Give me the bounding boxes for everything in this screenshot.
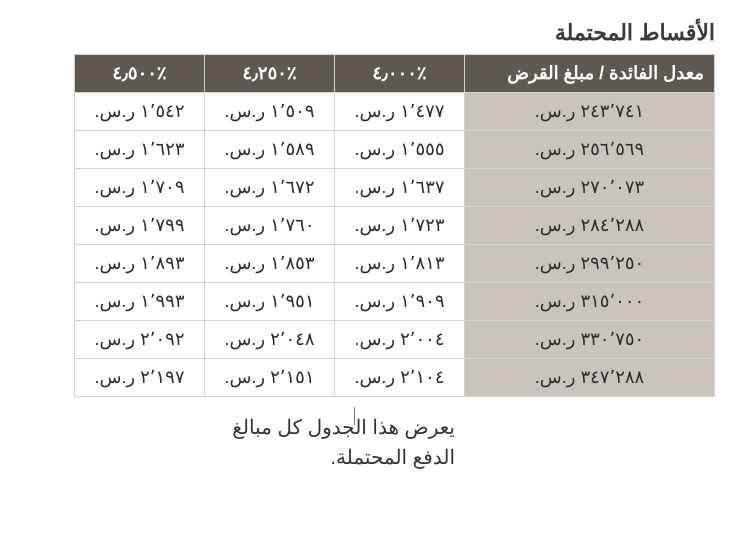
table-row: ٢٧٠٬٠٧٣ ر.س.١٬٦٣٧ ر.س.١٬٦٧٢ ر.س.١٬٧٠٩ ر.… bbox=[75, 169, 715, 207]
table-row: ٢٤٣٬٧٤١ ر.س.١٬٤٧٧ ر.س.١٬٥٠٩ ر.س.١٬٥٤٢ ر.… bbox=[75, 93, 715, 131]
cell-rate3: ١٬٧٩٩ ر.س. bbox=[75, 207, 205, 245]
table-title: الأقساط المحتملة bbox=[30, 20, 715, 46]
cell-rate1: ١٬٨١٣ ر.س. bbox=[335, 245, 465, 283]
cell-rate3: ١٬٩٩٣ ر.س. bbox=[75, 283, 205, 321]
cell-rate2: ١٬٥٠٩ ر.س. bbox=[205, 93, 335, 131]
cell-loan: ٢٤٣٬٧٤١ ر.س. bbox=[465, 93, 715, 131]
cell-rate2: ٢٬٠٤٨ ر.س. bbox=[205, 321, 335, 359]
callout-tick bbox=[354, 407, 355, 425]
col-header-loan: معدل الفائدة / مبلغ القرض bbox=[465, 55, 715, 93]
table-row: ٢٩٩٬٢٥٠ ر.س.١٬٨١٣ ر.س.١٬٨٥٣ ر.س.١٬٨٩٣ ر.… bbox=[75, 245, 715, 283]
cell-rate1: ٢٬١٠٤ ر.س. bbox=[335, 359, 465, 397]
cell-rate1: ١٬٤٧٧ ر.س. bbox=[335, 93, 465, 131]
installments-table: معدل الفائدة / مبلغ القرض ٪٤٫٠٠٠ ٪٤٫٢٥٠ … bbox=[74, 54, 715, 397]
cell-loan: ٣٣٠٬٧٥٠ ر.س. bbox=[465, 321, 715, 359]
table-caption: يعرض هذا الجدول كل مبالغ الدفع المحتملة. bbox=[215, 413, 455, 473]
cell-rate1: ١٬٩٠٩ ر.س. bbox=[335, 283, 465, 321]
cell-rate3: ١٬٥٤٢ ر.س. bbox=[75, 93, 205, 131]
table-row: ٣٣٠٬٧٥٠ ر.س.٢٬٠٠٤ ر.س.٢٬٠٤٨ ر.س.٢٬٠٩٢ ر.… bbox=[75, 321, 715, 359]
cell-loan: ٢٨٤٬٢٨٨ ر.س. bbox=[465, 207, 715, 245]
col-header-rate2: ٪٤٫٢٥٠ bbox=[205, 55, 335, 93]
col-header-rate3: ٪٤٫٥٠٠ bbox=[75, 55, 205, 93]
cell-rate2: ١٬٦٧٢ ر.س. bbox=[205, 169, 335, 207]
table-caption-callout: يعرض هذا الجدول كل مبالغ الدفع المحتملة. bbox=[215, 413, 455, 473]
cell-rate2: ٢٬١٥١ ر.س. bbox=[205, 359, 335, 397]
cell-rate2: ١٬٧٦٠ ر.س. bbox=[205, 207, 335, 245]
col-header-rate1: ٪٤٫٠٠٠ bbox=[335, 55, 465, 93]
cell-rate3: ٢٬٠٩٢ ر.س. bbox=[75, 321, 205, 359]
cell-rate3: ١٬٧٠٩ ر.س. bbox=[75, 169, 205, 207]
cell-loan: ٢٩٩٬٢٥٠ ر.س. bbox=[465, 245, 715, 283]
cell-rate2: ١٬٥٨٩ ر.س. bbox=[205, 131, 335, 169]
cell-rate2: ١٬٨٥٣ ر.س. bbox=[205, 245, 335, 283]
cell-rate3: ٢٬١٩٧ ر.س. bbox=[75, 359, 205, 397]
cell-loan: ٣٤٧٬٢٨٨ ر.س. bbox=[465, 359, 715, 397]
cell-rate1: ١٬٥٥٥ ر.س. bbox=[335, 131, 465, 169]
cell-rate1: ٢٬٠٠٤ ر.س. bbox=[335, 321, 465, 359]
table-row: ٣٤٧٬٢٨٨ ر.س.٢٬١٠٤ ر.س.٢٬١٥١ ر.س.٢٬١٩٧ ر.… bbox=[75, 359, 715, 397]
table-row: ٢٨٤٬٢٨٨ ر.س.١٬٧٢٣ ر.س.١٬٧٦٠ ر.س.١٬٧٩٩ ر.… bbox=[75, 207, 715, 245]
cell-rate1: ١٬٦٣٧ ر.س. bbox=[335, 169, 465, 207]
cell-loan: ٣١٥٬٠٠٠ ر.س. bbox=[465, 283, 715, 321]
cell-loan: ٢٥٦٬٥٦٩ ر.س. bbox=[465, 131, 715, 169]
cell-loan: ٢٧٠٬٠٧٣ ر.س. bbox=[465, 169, 715, 207]
table-row: ٢٥٦٬٥٦٩ ر.س.١٬٥٥٥ ر.س.١٬٥٨٩ ر.س.١٬٦٢٣ ر.… bbox=[75, 131, 715, 169]
cell-rate1: ١٬٧٢٣ ر.س. bbox=[335, 207, 465, 245]
cell-rate3: ١٬٦٢٣ ر.س. bbox=[75, 131, 205, 169]
table-row: ٣١٥٬٠٠٠ ر.س.١٬٩٠٩ ر.س.١٬٩٥١ ر.س.١٬٩٩٣ ر.… bbox=[75, 283, 715, 321]
cell-rate3: ١٬٨٩٣ ر.س. bbox=[75, 245, 205, 283]
cell-rate2: ١٬٩٥١ ر.س. bbox=[205, 283, 335, 321]
